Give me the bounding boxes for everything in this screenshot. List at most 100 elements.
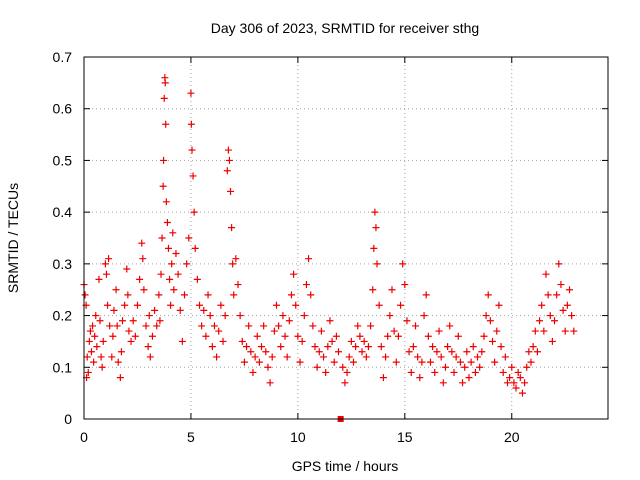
data-point-marker	[85, 337, 93, 345]
data-point-marker	[129, 317, 137, 325]
data-point-marker	[450, 368, 458, 376]
data-point-marker	[83, 353, 91, 361]
data-point-marker	[563, 301, 571, 309]
data-point-marker	[313, 363, 321, 371]
data-point-marker	[255, 358, 263, 366]
data-point-marker	[497, 343, 505, 351]
data-point-marker	[183, 260, 191, 268]
data-point-marker	[260, 322, 268, 330]
data-point-marker	[123, 265, 131, 273]
y-axis-label: SRMTID / TECUs	[5, 183, 21, 293]
data-point-marker	[148, 332, 156, 340]
data-point-marker	[283, 353, 291, 361]
data-point-marker	[459, 379, 467, 387]
data-point-marker	[253, 332, 261, 340]
data-point-marker	[439, 379, 447, 387]
data-point-marker	[382, 353, 390, 361]
data-point-marker	[317, 327, 325, 335]
data-point-marker	[114, 358, 122, 366]
data-point-marker	[548, 337, 556, 345]
data-point-marker	[546, 312, 554, 320]
data-point-marker	[480, 332, 488, 340]
data-point-marker	[429, 343, 437, 351]
data-point-marker	[446, 322, 454, 330]
y-tick-label: 0.1	[53, 359, 73, 375]
data-point-marker	[339, 363, 347, 371]
y-tick-label: 0.6	[53, 101, 73, 117]
data-point-marker	[465, 374, 473, 382]
data-point-marker	[243, 343, 251, 351]
data-point-marker	[102, 270, 110, 278]
data-point-marker	[217, 301, 225, 309]
data-point-marker	[104, 301, 112, 309]
data-point-marker	[364, 343, 372, 351]
data-point-marker	[416, 374, 424, 382]
data-point-marker	[131, 332, 139, 340]
data-point-marker	[386, 312, 394, 320]
data-point-marker	[298, 337, 306, 345]
data-point-marker	[412, 322, 420, 330]
data-point-marker	[489, 337, 497, 345]
data-point-marker	[553, 291, 561, 299]
data-point-marker	[136, 275, 144, 283]
data-point-marker	[262, 348, 270, 356]
data-point-marker	[307, 291, 315, 299]
data-point-marker	[219, 337, 227, 345]
data-point-marker	[469, 343, 477, 351]
data-point-marker	[230, 291, 238, 299]
data-point-marker	[493, 327, 501, 335]
data-point-marker	[533, 348, 541, 356]
data-point-marker	[454, 332, 462, 340]
data-point-marker	[142, 322, 150, 330]
y-tick-label: 0.3	[53, 256, 73, 272]
data-point-marker	[426, 358, 434, 366]
data-point-marker	[124, 291, 132, 299]
grid-lines	[84, 57, 608, 419]
data-point-marker	[478, 348, 486, 356]
data-point-marker	[568, 312, 576, 320]
data-point-marker	[332, 332, 340, 340]
data-point-marker	[514, 368, 522, 376]
data-point-marker	[225, 156, 233, 164]
data-point-marker	[486, 317, 494, 325]
data-point-marker	[198, 322, 206, 330]
data-point-marker	[272, 301, 280, 309]
data-point-marker	[570, 327, 578, 335]
data-point-marker	[529, 343, 537, 351]
data-point-marker	[448, 348, 456, 356]
data-point-marker	[456, 358, 464, 366]
data-point-marker	[247, 348, 255, 356]
data-point-marker	[330, 358, 338, 366]
data-point-marker	[384, 332, 392, 340]
data-point-marker	[290, 270, 298, 278]
data-point-marker	[379, 374, 387, 382]
data-point-marker	[153, 322, 161, 330]
data-point-marker	[349, 358, 357, 366]
data-point-marker	[228, 224, 236, 232]
data-point-marker	[172, 250, 180, 258]
data-point-marker	[527, 358, 535, 366]
data-point-marker	[190, 208, 198, 216]
data-point-marker	[127, 337, 135, 345]
data-point-marker	[146, 353, 154, 361]
data-point-marker	[139, 255, 147, 263]
data-point-marker	[422, 291, 430, 299]
data-point-marker	[213, 353, 221, 361]
data-point-marker	[287, 291, 295, 299]
data-point-marker	[106, 322, 114, 330]
data-point-marker	[95, 275, 103, 283]
data-point-marker	[441, 363, 449, 371]
data-point-marker	[369, 286, 377, 294]
data-point-marker	[328, 337, 336, 345]
data-point-marker	[113, 322, 121, 330]
data-point-marker	[437, 353, 445, 361]
data-point-marker	[352, 343, 360, 351]
plot-frame	[83, 56, 609, 420]
data-point-marker	[495, 301, 503, 309]
y-tick-label: 0	[64, 411, 72, 427]
data-point-marker	[208, 343, 216, 351]
data-point-marker	[277, 343, 285, 351]
data-point-marker	[499, 368, 507, 376]
data-point-marker	[508, 363, 516, 371]
